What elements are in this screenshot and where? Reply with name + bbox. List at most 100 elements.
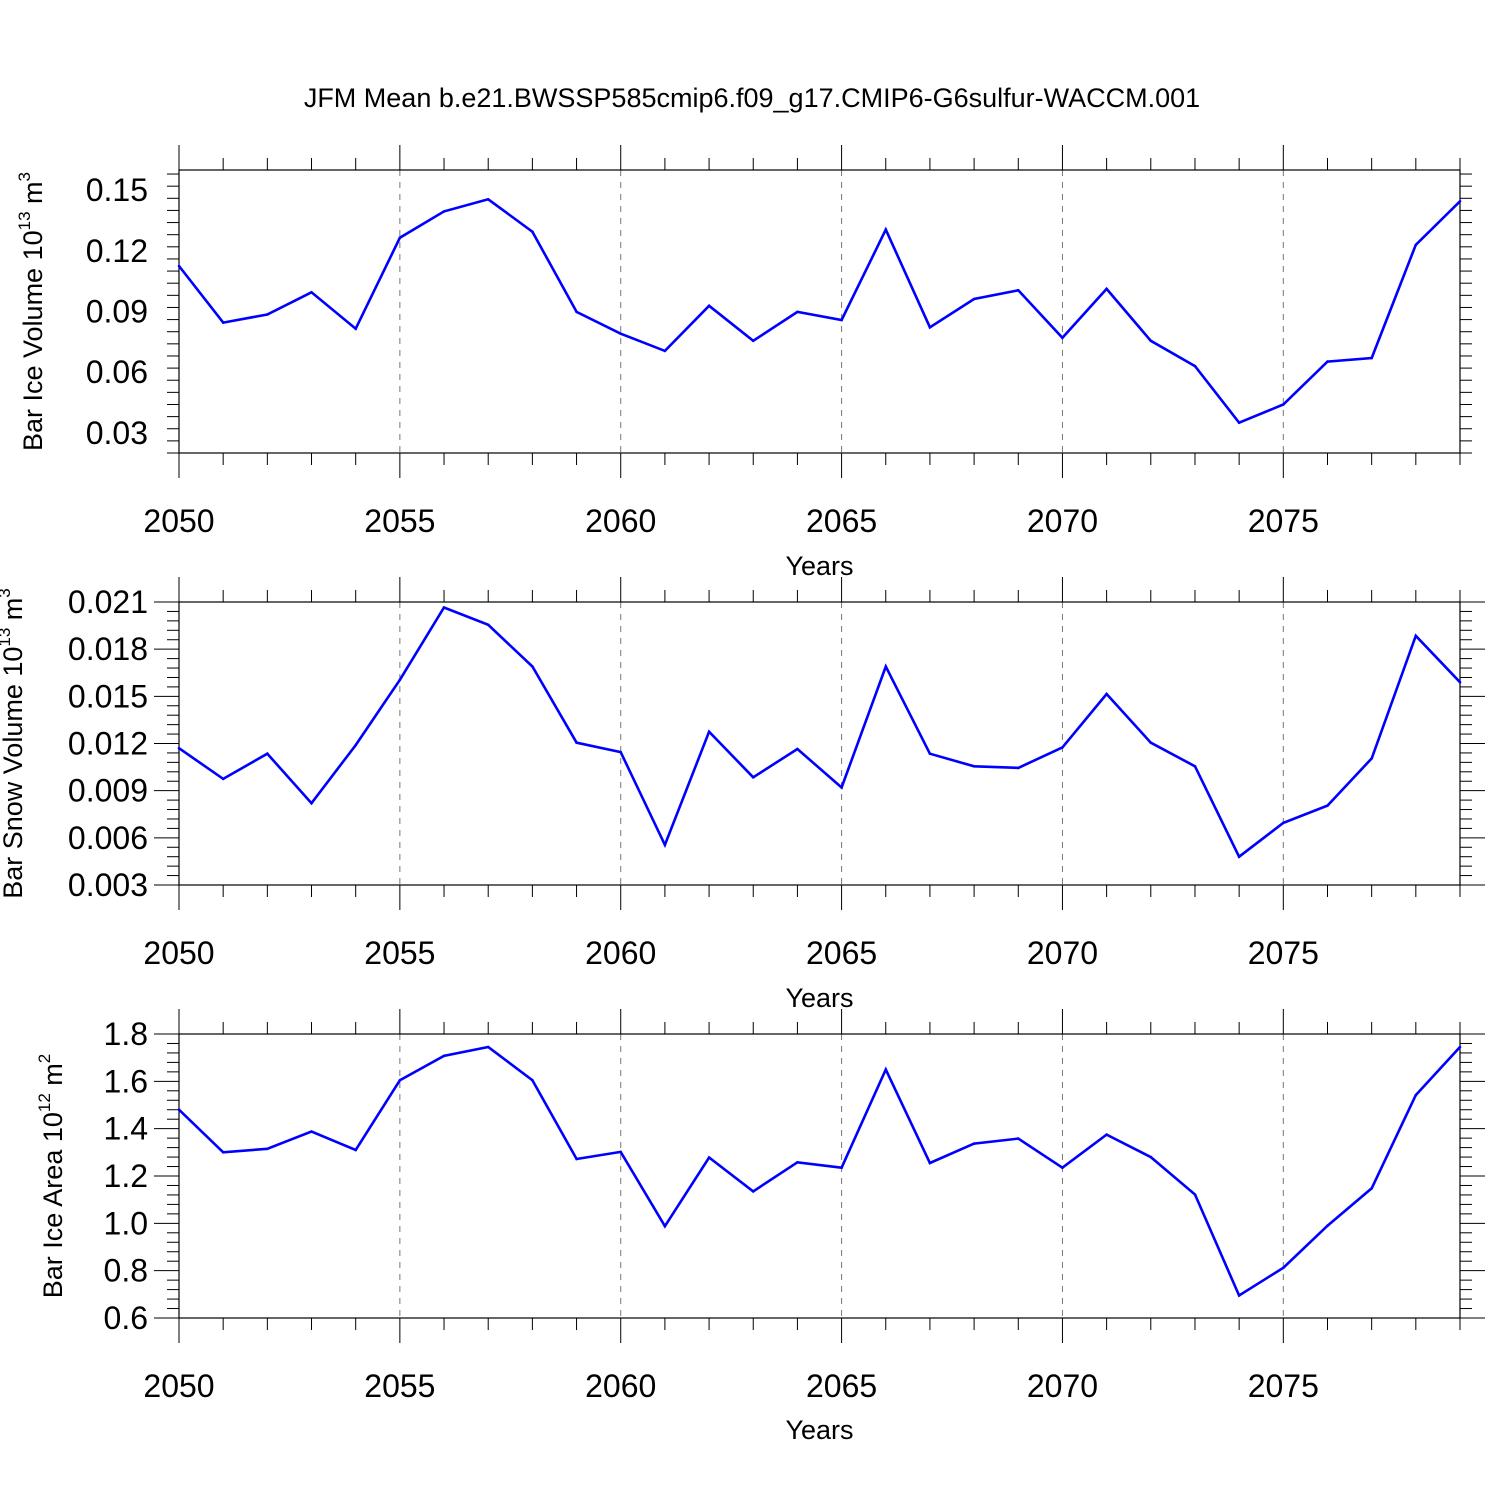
y-tick-label: 0.015 (68, 678, 148, 714)
data-point (266, 752, 269, 755)
data-point (177, 264, 181, 268)
y-axis-title-superscript: 3 (0, 588, 14, 597)
x-axis-title: Years (785, 1415, 853, 1445)
x-tick-label: 2065 (806, 1368, 877, 1404)
x-tick-label: 2050 (143, 1368, 214, 1404)
y-tick-label: 0.003 (68, 867, 148, 903)
x-axis-title: Years (785, 983, 853, 1013)
data-point (663, 1224, 667, 1228)
data-point (354, 743, 358, 747)
data-point (531, 665, 534, 668)
series-line-ice-area (178, 1045, 1461, 1298)
y-tick-label: 1.8 (104, 1016, 148, 1052)
x-tick-label: 2055 (364, 503, 435, 539)
data-point (575, 1157, 578, 1161)
data-point (1105, 287, 1108, 291)
data-point (575, 310, 578, 314)
y-tick-label: 0.021 (68, 584, 148, 620)
series-line-snow-volume (178, 605, 1461, 859)
data-point (221, 321, 225, 324)
y-axis-title-superscript: 12 (35, 1093, 54, 1112)
y-tick-label: 0.09 (86, 294, 148, 330)
y-axis-title-text: m (18, 181, 48, 211)
data-point (619, 750, 622, 754)
data-point (796, 310, 799, 314)
data-point (1061, 1166, 1064, 1169)
x-tick-label: 2060 (585, 935, 656, 971)
panel-ice-volume: 2050 2055 2060 2065 2070 2075 0.03 0.06 0.09 0.12… (15, 145, 1472, 581)
x-tick-label: 2060 (585, 1368, 656, 1404)
data-point (1105, 692, 1108, 696)
data-point (1370, 356, 1373, 360)
y-tick-label: 0.12 (86, 233, 148, 269)
data-point (663, 843, 667, 847)
data-point (1282, 1266, 1285, 1270)
data-point (1017, 1137, 1020, 1140)
data-point (796, 1161, 799, 1164)
data-point (442, 1054, 446, 1058)
y-tick-label: 0.009 (68, 773, 148, 809)
data-point (266, 313, 269, 316)
data-point (1149, 339, 1153, 343)
data-point (1105, 1133, 1108, 1136)
data-point (575, 741, 578, 744)
data-point (972, 297, 976, 301)
x-tick-label: 2065 (806, 503, 877, 539)
x-tick-label: 2050 (143, 503, 214, 539)
chart-title: JFM Mean b.e21.BWSSP585cmip6.f09_g17.CMI… (304, 83, 1200, 113)
x-tick-label: 2070 (1027, 935, 1098, 971)
y-tick-label: 0.03 (86, 415, 148, 451)
y-tick-label: 0.6 (104, 1300, 148, 1336)
data-point (1193, 1193, 1197, 1196)
plot-frame (178, 601, 1461, 886)
data-point (884, 228, 888, 231)
panel-snow-volume: 2050 2055 2060 2065 2070 2075 0.003 0.006 0.009 0… (0, 577, 1485, 1013)
y-axis-title-text: m (38, 1063, 68, 1093)
y-tick-label: 1.2 (104, 1158, 148, 1194)
data-point (928, 1161, 932, 1165)
data-point (1414, 634, 1418, 638)
data-point (1193, 364, 1197, 368)
y-axis-title-superscript: 2 (35, 1054, 54, 1063)
y-axis-title-text: Bar Ice Area 10 (38, 1112, 68, 1298)
x-tick-label: 2075 (1248, 935, 1319, 971)
data-point (310, 1130, 313, 1133)
y-tick-label: 0.018 (68, 631, 148, 667)
data-point (1237, 1294, 1241, 1297)
y-axis-title-text: m (0, 598, 28, 628)
data-point (972, 765, 976, 768)
data-point (1326, 804, 1329, 807)
data-point (531, 230, 534, 233)
x-tick-label: 2070 (1027, 1368, 1098, 1404)
y-tick-label: 0.012 (68, 726, 148, 762)
x-tick-label: 2055 (364, 1368, 435, 1404)
data-point (884, 665, 888, 668)
data-point (619, 332, 622, 336)
data-point (796, 747, 799, 751)
data-point (1458, 1045, 1462, 1049)
data-point (1017, 289, 1020, 292)
data-point (663, 349, 667, 353)
data-point (840, 1166, 843, 1169)
data-point (1370, 1187, 1373, 1190)
data-point (486, 1045, 490, 1049)
data-point (1414, 243, 1418, 247)
data-point (398, 1078, 402, 1082)
data-point (1282, 821, 1285, 825)
plot-frame (178, 169, 1461, 454)
data-point (486, 623, 490, 627)
data-point (972, 1142, 976, 1145)
panel-ice-area: 2050 2055 2060 2065 2070 2075 0.6 0.8 1.0 1.2 1.4 1… (35, 1009, 1485, 1445)
data-point (1282, 403, 1285, 406)
data-point (751, 1190, 755, 1193)
x-axis-title: Years (785, 551, 853, 581)
data-point (707, 304, 711, 308)
y-axis-title-text: Bar Snow Volume 10 (0, 647, 28, 899)
data-point (928, 326, 932, 329)
y-tick-label: 0.006 (68, 820, 148, 856)
data-point (928, 752, 932, 755)
data-point (1061, 336, 1064, 340)
y-axis-title-superscript: 13 (0, 628, 14, 647)
